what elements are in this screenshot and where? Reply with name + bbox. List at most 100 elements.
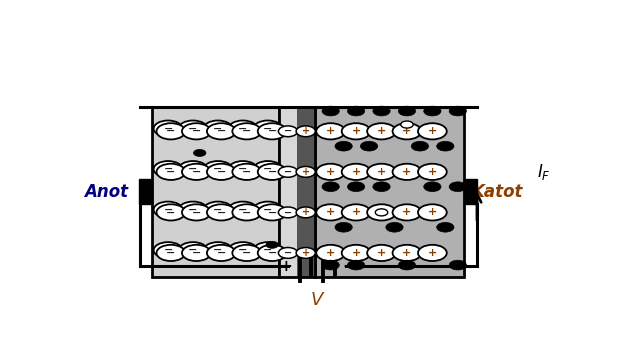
Bar (464, 179, 477, 204)
Text: −: − (238, 164, 248, 174)
Text: +: + (352, 207, 361, 217)
Ellipse shape (436, 223, 454, 232)
Ellipse shape (279, 166, 298, 177)
Text: −: − (242, 207, 251, 217)
Text: −: − (267, 207, 277, 217)
Ellipse shape (392, 204, 422, 220)
Ellipse shape (154, 242, 183, 258)
Ellipse shape (179, 242, 207, 258)
Text: −: − (238, 124, 248, 134)
Ellipse shape (157, 245, 185, 261)
Ellipse shape (182, 245, 210, 261)
Ellipse shape (253, 201, 282, 218)
Text: −: − (192, 207, 201, 217)
Text: −: − (238, 205, 248, 215)
Ellipse shape (418, 123, 447, 139)
Text: −: − (263, 164, 272, 174)
Ellipse shape (424, 106, 441, 116)
Ellipse shape (182, 204, 210, 220)
Ellipse shape (449, 260, 467, 270)
Ellipse shape (157, 123, 185, 139)
Text: −: − (167, 207, 176, 217)
Text: +: + (377, 248, 386, 258)
Text: −: − (188, 205, 197, 215)
Ellipse shape (418, 164, 447, 180)
Ellipse shape (367, 245, 396, 261)
Text: +: + (377, 167, 386, 177)
Text: −: − (267, 248, 277, 258)
Text: −: − (188, 245, 197, 255)
Ellipse shape (179, 201, 207, 218)
Text: −: − (192, 248, 201, 258)
Text: −: − (217, 126, 226, 136)
Ellipse shape (411, 141, 428, 151)
Ellipse shape (400, 121, 413, 128)
Text: +: + (352, 126, 361, 136)
Bar (315, 107, 464, 277)
Ellipse shape (367, 204, 396, 220)
Text: −: − (163, 205, 173, 215)
Ellipse shape (375, 209, 387, 216)
Ellipse shape (418, 204, 447, 220)
Text: +: + (280, 259, 292, 274)
Text: −: − (242, 167, 251, 177)
Text: −: − (188, 164, 197, 174)
Ellipse shape (296, 207, 315, 218)
Text: +: + (402, 167, 412, 177)
Ellipse shape (157, 164, 185, 180)
Ellipse shape (253, 161, 282, 177)
Ellipse shape (228, 161, 258, 177)
Text: −: − (188, 124, 197, 134)
Ellipse shape (347, 182, 365, 192)
Ellipse shape (258, 164, 287, 180)
Ellipse shape (279, 247, 298, 258)
Ellipse shape (449, 182, 467, 192)
Text: −: − (263, 124, 272, 134)
Ellipse shape (207, 123, 236, 139)
Ellipse shape (232, 204, 261, 220)
Ellipse shape (258, 204, 287, 220)
Text: +: + (326, 207, 335, 217)
Ellipse shape (207, 204, 236, 220)
Ellipse shape (157, 204, 185, 220)
Text: +: + (377, 207, 386, 217)
Ellipse shape (232, 164, 261, 180)
Ellipse shape (342, 204, 371, 220)
Ellipse shape (232, 245, 261, 261)
Text: +: + (352, 167, 361, 177)
Text: −: − (167, 248, 176, 258)
Ellipse shape (335, 141, 352, 151)
Text: −: − (284, 207, 292, 217)
Text: −: − (342, 259, 355, 274)
Text: −: − (284, 126, 292, 136)
Text: −: − (163, 164, 173, 174)
Ellipse shape (316, 204, 345, 220)
Text: −: − (263, 205, 272, 215)
Text: −: − (284, 167, 292, 177)
Text: +: + (402, 248, 412, 258)
Ellipse shape (194, 150, 206, 157)
Ellipse shape (392, 164, 422, 180)
Text: +: + (402, 126, 412, 136)
Text: −: − (214, 205, 223, 215)
Ellipse shape (154, 201, 183, 218)
Ellipse shape (342, 245, 371, 261)
Ellipse shape (436, 141, 454, 151)
Text: $I_F$: $I_F$ (537, 162, 551, 182)
Text: $V$: $V$ (310, 291, 325, 309)
Text: −: − (263, 245, 272, 255)
Ellipse shape (204, 242, 232, 258)
Text: +: + (301, 248, 310, 258)
Text: −: − (167, 126, 176, 136)
Ellipse shape (373, 106, 390, 116)
Ellipse shape (228, 201, 258, 218)
Text: +: + (326, 126, 335, 136)
Text: +: + (402, 207, 412, 217)
Ellipse shape (296, 166, 315, 177)
Ellipse shape (373, 182, 390, 192)
Ellipse shape (179, 161, 207, 177)
Ellipse shape (154, 161, 183, 177)
Ellipse shape (342, 123, 371, 139)
Ellipse shape (182, 164, 210, 180)
Ellipse shape (279, 207, 298, 218)
